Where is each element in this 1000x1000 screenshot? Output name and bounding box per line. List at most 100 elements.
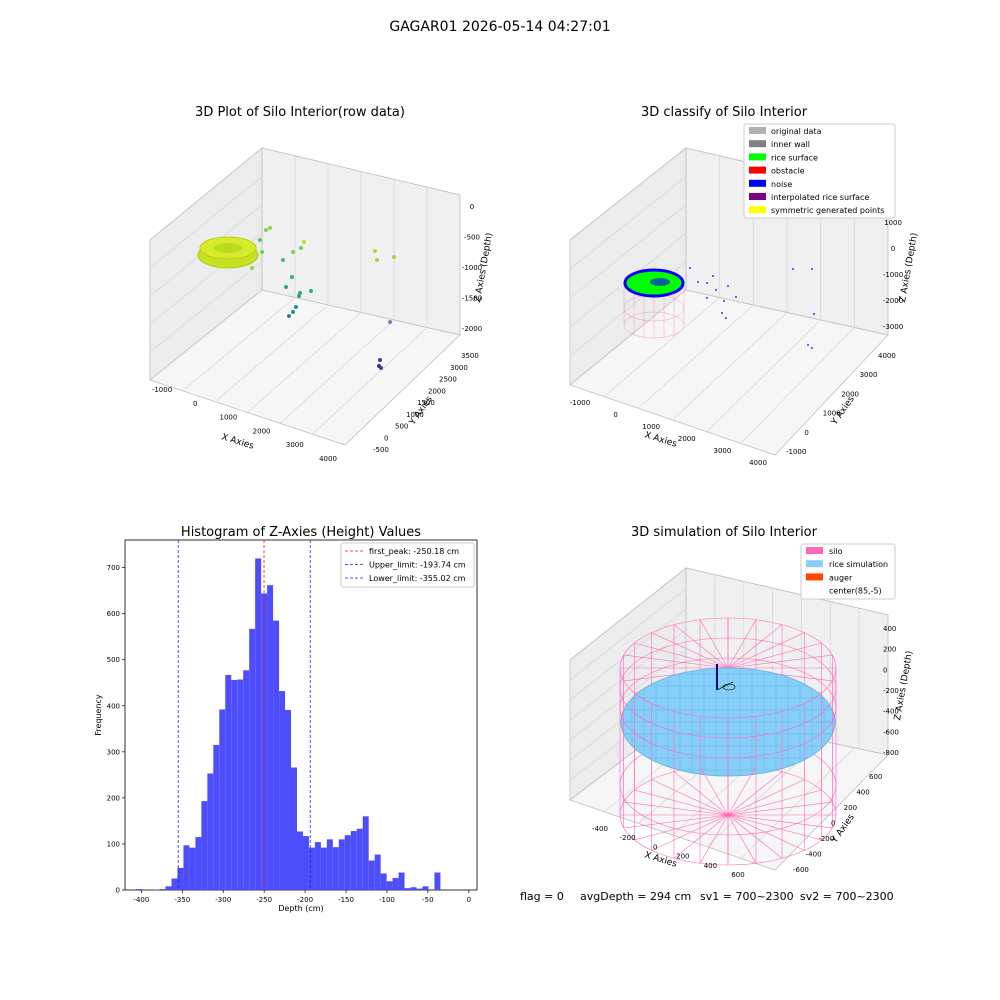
histogram-bar <box>237 679 244 890</box>
panel4-z-tick: -200 <box>883 687 899 695</box>
x-tick-label: -350 <box>174 896 190 904</box>
legend-label: noise <box>771 180 792 189</box>
silo-wire-spoke <box>699 619 729 669</box>
panel4-x-tick: 0 <box>653 843 657 851</box>
panel1-z-tick: 0 <box>470 203 474 211</box>
panel1-y-tick: 3000 <box>450 364 468 372</box>
raw-data-point <box>375 258 379 262</box>
histogram-bar <box>189 847 196 890</box>
noise-point <box>811 268 813 270</box>
panel1-y-tick: 2000 <box>428 387 446 395</box>
panel1-y-tick: 0 <box>384 434 388 442</box>
grid-line <box>569 629 687 721</box>
panel2-y-tick: 4000 <box>878 352 896 360</box>
silo-wire-spoke <box>727 779 805 816</box>
panel1-y-tick: -500 <box>373 446 389 454</box>
histogram-bar <box>320 847 327 890</box>
silo-wire-spoke <box>727 814 805 851</box>
histogram-bar <box>422 886 429 890</box>
noise-point <box>689 267 691 269</box>
x-tick-label: -200 <box>297 896 313 904</box>
x-tick-label: -150 <box>338 896 354 904</box>
histogram-bar <box>201 801 208 890</box>
legend-label: original data <box>771 127 822 136</box>
noise-point <box>697 281 699 283</box>
y-tick-label: 100 <box>107 840 120 848</box>
status-sv2: sv2 = 700~2300 <box>800 890 894 903</box>
panel1-y-tick: 1000 <box>406 411 424 419</box>
histogram-bar <box>416 888 423 890</box>
histogram-bar <box>404 888 411 890</box>
panel2-x-tick: 1000 <box>642 423 660 431</box>
histogram-bar <box>434 872 441 890</box>
grid-line <box>247 312 362 413</box>
legend-swatch <box>806 547 823 554</box>
raw-data-point <box>260 250 264 254</box>
panel2-x-tick: 0 <box>613 411 617 419</box>
panel1-title: 3D Plot of Silo Interior(row data) <box>195 105 405 120</box>
raw-data-point <box>392 255 396 259</box>
legend-label: first_peak: -250.18 cm <box>369 547 459 556</box>
histogram-bar <box>225 674 232 890</box>
panel1-z-tick: -2000 <box>462 325 482 333</box>
panel2-xlabel: X Axies <box>643 430 678 449</box>
panel1-rice-ring-inner <box>214 243 242 253</box>
panel1-x-tick: 3000 <box>286 441 304 449</box>
noise-point <box>727 285 729 287</box>
x-tick-label: -100 <box>379 896 395 904</box>
grid-line <box>603 297 720 397</box>
grid-line <box>312 327 428 435</box>
silo-wire-spoke <box>727 814 757 864</box>
grid-line <box>706 319 821 432</box>
panel1-x-tick: 1000 <box>219 414 237 422</box>
panel2-y-tick: -1000 <box>786 448 806 456</box>
y-tick-label: 500 <box>107 656 120 664</box>
legend-swatch <box>749 206 766 214</box>
histogram-bar <box>279 691 286 890</box>
status-line: flag = 0 avgDepth = 294 cm sv1 = 700~230… <box>520 890 894 903</box>
grid-line <box>569 588 687 681</box>
panel2-y-ticks: -1000 0 1000 2000 3000 4000 <box>786 352 896 456</box>
panel3-vlines <box>177 540 311 890</box>
panel3-x-ticks: -400 -350 -300 -250 -200 -150 -100 -50 0 <box>133 890 471 904</box>
silo-wire-spoke <box>634 789 729 816</box>
grid-line <box>569 176 687 270</box>
legend-swatch <box>749 179 766 187</box>
panel1-y-ticks: -500 0 500 1000 1500 2000 2500 3000 3500 <box>373 352 479 454</box>
silo-wire-spoke <box>727 642 822 669</box>
y-tick-label: 600 <box>107 610 120 618</box>
histogram-bar <box>285 709 292 890</box>
panel4-z-ticks: 400 200 0 -200 -400 -600 -800 <box>883 625 899 757</box>
histogram-bar <box>135 889 142 890</box>
noise-point <box>807 344 809 346</box>
silo-wire-spoke <box>673 771 729 816</box>
panel1-z-tick: -1500 <box>462 295 482 303</box>
panel4-rice-mesh <box>621 668 835 776</box>
panel3-title: Histogram of Z-Axies (Height) Values <box>181 525 421 540</box>
status-flag: flag = 0 <box>520 890 564 903</box>
panel4-x-tick: 400 <box>704 862 717 870</box>
y-tick-label: 300 <box>107 748 120 756</box>
legend-swatch <box>749 193 766 200</box>
panel3-bars <box>135 558 441 890</box>
raw-data-point <box>388 320 392 324</box>
grid-line <box>149 261 263 353</box>
grid-line <box>740 327 855 444</box>
panel4-x-tick: -200 <box>620 834 636 842</box>
panel2-y-tick: 3000 <box>860 371 878 379</box>
y-tick-label: 0 <box>116 887 120 895</box>
raw-data-point <box>373 249 377 253</box>
panel4-y-tick: 400 <box>856 789 869 797</box>
panel2-x-tick: -1000 <box>570 399 590 407</box>
noise-point <box>811 347 813 349</box>
panel1-y-tick: 2500 <box>439 376 457 384</box>
noise-point <box>706 282 708 284</box>
grid-line <box>569 204 687 299</box>
noise-point <box>792 268 794 270</box>
legend-label: symmetric generated points <box>771 206 884 215</box>
legend-label: Upper_limit: -193.74 cm <box>369 561 466 570</box>
panel2-z-tick: -2000 <box>883 297 903 305</box>
histogram-bar <box>243 670 250 890</box>
panel-histogram: Histogram of Z-Axies (Height) Values -40… <box>94 525 478 913</box>
silo-wire-spoke <box>634 642 729 669</box>
